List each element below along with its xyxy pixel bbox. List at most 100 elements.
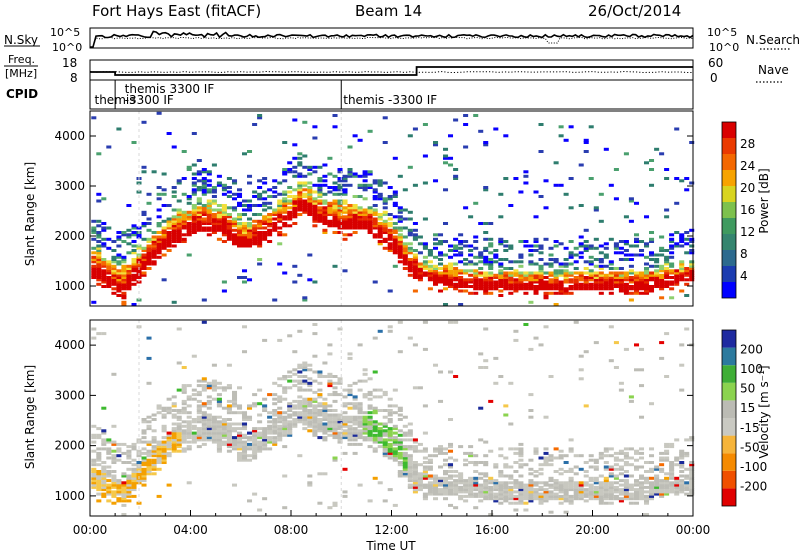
velocity-echo-cell-1493 xyxy=(523,508,529,512)
velocity-echo-cell-739 xyxy=(297,375,303,378)
velocity-echo-cell-1211 xyxy=(422,470,428,473)
velocity-echo-cell-622 xyxy=(262,397,268,401)
power-echo-cell-1014 xyxy=(372,224,378,228)
power-echo-cell-828 xyxy=(317,186,323,189)
power-echo-cell-1877 xyxy=(649,253,655,257)
power-colorbar-tick-2: 12 xyxy=(740,225,755,239)
velocity-echo-cell-1263 xyxy=(443,497,449,501)
velocity-echo-cell-1557 xyxy=(543,458,549,462)
velocity-echo-cell-848 xyxy=(322,361,328,365)
velocity-echo-cell-1812 xyxy=(634,458,640,462)
velocity-echo-cell-289 xyxy=(171,436,177,440)
power-echo-cell-1729 xyxy=(598,260,604,264)
velocity-echo-cell-1039 xyxy=(377,440,383,444)
power-echo-cell-1335 xyxy=(468,269,474,273)
power-echo-cell-770 xyxy=(302,188,308,192)
velocity-echo-cell-1309 xyxy=(453,320,459,324)
power-echo-cell-1619 xyxy=(563,287,569,291)
velocity-echo-cell-49 xyxy=(101,472,107,476)
power-echo-cell-1125 xyxy=(402,258,408,261)
velocity-echo-cell-1308 xyxy=(453,375,459,378)
time-tick-label-1: 04:00 xyxy=(173,523,208,537)
velocity-echo-cell-1001 xyxy=(367,436,373,440)
velocity-echo-cell-781 xyxy=(307,388,313,392)
velocity-echo-cell-529 xyxy=(237,447,243,451)
power-echo-cell-1120 xyxy=(397,206,403,210)
velocity-echo-cell-559 xyxy=(242,413,248,417)
velocity-echo-cell-1769 xyxy=(618,381,624,385)
power-echo-cell-1387 xyxy=(483,249,489,252)
velocity-echo-cell-1149 xyxy=(407,483,413,487)
power-echo-cell-305 xyxy=(171,219,177,223)
velocity-echo-cell-239 xyxy=(156,456,162,460)
velocity-echo-cell-1883 xyxy=(659,463,665,467)
power-echo-cell-1681 xyxy=(583,249,589,252)
velocity-echo-cell-911 xyxy=(342,451,348,455)
power-echo-cell-295 xyxy=(171,244,177,248)
power-echo-cell-197 xyxy=(141,264,147,268)
power-echo-cell-525 xyxy=(232,197,238,201)
power-echo-cell-286 xyxy=(166,231,172,234)
power-echo-cell-1177 xyxy=(417,276,423,279)
velocity-echo-cell-1497 xyxy=(523,492,529,496)
velocity-echo-cell-1045 xyxy=(377,427,383,431)
power-echo-cell-20 xyxy=(96,276,102,279)
velocity-echo-cell-252 xyxy=(161,456,167,460)
power-echo-cell-353 xyxy=(186,215,192,219)
velocity-echo-cell-852 xyxy=(327,427,333,431)
power-echo-cell-1052 xyxy=(382,224,388,228)
power-echo-cell-700 xyxy=(282,179,288,183)
power-echo-cell-1995 xyxy=(689,264,695,268)
power-echo-cell-1138 xyxy=(407,273,413,277)
power-echo-cell-94 xyxy=(116,289,122,293)
velocity-echo-cell-468 xyxy=(216,397,222,401)
power-echo-cell-378 xyxy=(191,181,197,185)
power-echo-cell-767 xyxy=(302,199,308,203)
velocity-echo-cell-1139 xyxy=(402,454,408,458)
power-echo-cell-1587 xyxy=(553,287,559,291)
power-echo-cell-1655 xyxy=(573,260,579,264)
power-echo-cell-1274 xyxy=(448,255,454,259)
velocity-echo-cell-1297 xyxy=(453,506,459,510)
velocity-echo-cell-1632 xyxy=(573,490,579,494)
velocity-echo-cell-1295 xyxy=(448,370,454,374)
velocity-echo-cell-1822 xyxy=(639,485,645,489)
power-echo-cell-692 xyxy=(282,208,288,212)
velocity-echo-cell-655 xyxy=(277,436,283,440)
velocity-echo-cell-187 xyxy=(141,463,147,467)
velocity-echo-cell-458 xyxy=(216,431,222,435)
velocity-echo-cell-1969 xyxy=(689,479,695,483)
velocity-echo-cell-226 xyxy=(151,449,157,453)
velocity-echo-cell-4 xyxy=(91,476,97,480)
velocity-echo-cell-87 xyxy=(111,476,117,480)
velocity-echo-cell-1654 xyxy=(583,499,589,503)
velocity-echo-cell-165 xyxy=(136,479,142,483)
velocity-echo-cell-903 xyxy=(337,393,343,397)
power-echo-cell-25 xyxy=(96,264,102,268)
velocity-echo-cell-773 xyxy=(307,415,313,419)
power-colorbar-tick-1: 8 xyxy=(740,247,748,261)
power-echo-cell-1826 xyxy=(634,282,640,286)
velocity-echo-cell-126 xyxy=(121,461,127,464)
velocity-echo-cell-1238 xyxy=(433,488,439,492)
power-echo-cell-1182 xyxy=(417,264,423,268)
power-echo-cell-157 xyxy=(131,269,137,273)
velocity-echo-cell-981 xyxy=(357,343,363,347)
velocity-echo-cell-714 xyxy=(292,413,298,417)
velocity-echo-cell-1600 xyxy=(558,449,564,453)
velocity-echo-cell-950 xyxy=(352,431,358,435)
power-echo-cell-1885 xyxy=(654,285,660,288)
power-echo-cell-307 xyxy=(171,215,177,219)
velocity-echo-cell-862 xyxy=(327,384,333,388)
velocity-echo-cell-1553 xyxy=(543,483,549,487)
power-echo-cell-170 xyxy=(131,224,137,228)
velocity-echo-cell-972 xyxy=(357,418,363,421)
velocity-echo-cell-1032 xyxy=(372,406,378,410)
velocity-echo-cell-1128 xyxy=(397,350,403,354)
velocity-echo-cell-524 xyxy=(232,390,238,394)
power-echo-cell-1305 xyxy=(458,276,464,279)
power-echo-cell-1169 xyxy=(412,237,418,241)
power-echo-cell-948 xyxy=(352,222,358,225)
power-echo-cell-1521 xyxy=(528,260,534,264)
power-echo-cell-318 xyxy=(176,228,182,232)
